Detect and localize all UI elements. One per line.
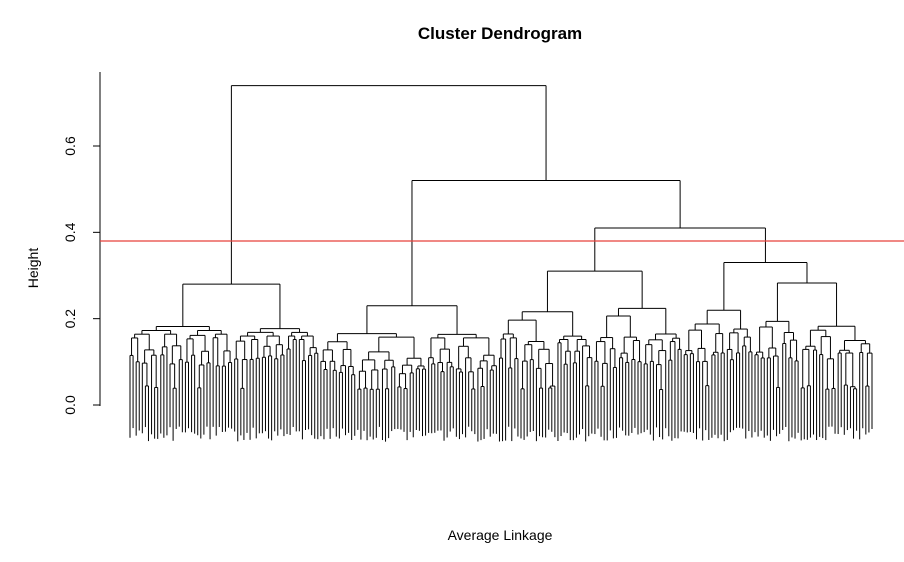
y-axis-ticks: 0.0 0.2 0.4 0.6 — [62, 136, 100, 415]
y-tick-label: 0.2 — [62, 309, 78, 329]
dendrogram-branches — [129, 85, 873, 442]
y-tick-label: 0.0 — [62, 395, 78, 415]
x-axis-label: Average Linkage — [448, 527, 553, 543]
chart-title: Cluster Dendrogram — [418, 24, 582, 43]
y-tick-label: 0.6 — [62, 136, 78, 156]
y-tick-label: 0.4 — [62, 222, 78, 242]
y-axis-label: Height — [25, 248, 41, 289]
